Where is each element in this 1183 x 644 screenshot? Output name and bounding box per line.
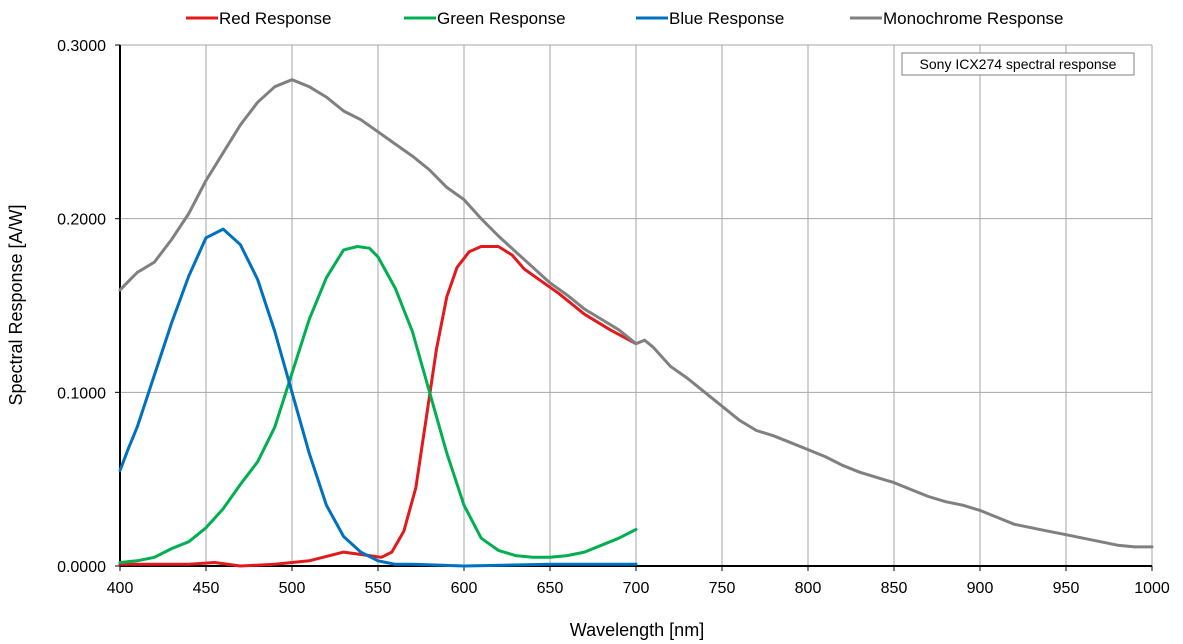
legend-label: Blue Response: [669, 9, 784, 28]
x-tick-label: 1000: [1134, 580, 1170, 597]
red-response-line: [118, 245, 638, 568]
x-tick-label: 950: [1053, 580, 1080, 597]
y-tick-labels: 0.0000 0.1000 0.2000 0.3000: [57, 38, 106, 576]
x-tick-label: 550: [365, 580, 392, 597]
legend-item-red-response: Red Response: [186, 9, 331, 28]
y-tick-label: 0.1000: [57, 385, 106, 402]
green-response-line: [118, 245, 638, 564]
legend-label: Green Response: [437, 9, 566, 28]
x-tick-label: 400: [107, 580, 134, 597]
grid: [120, 44, 1153, 566]
blue-response-line: [118, 227, 638, 568]
legend-item-blue-response: Blue Response: [636, 9, 784, 28]
series-lines: [118, 78, 1154, 568]
x-tick-labels: 400 450 500 550 600 650 700 750 800 850 900 950 1000: [107, 580, 1170, 597]
axes: [115, 44, 1153, 571]
annotation-text: Sony ICX274 spectral response: [920, 56, 1117, 72]
y-tick-label: 0.2000: [57, 212, 106, 229]
legend: Red Response Green Response Blue Response M…: [186, 9, 1063, 28]
legend-item-green-response: Green Response: [404, 9, 566, 28]
legend-item-monochrome-response: Monochrome Response: [850, 9, 1063, 28]
x-tick-label: 500: [279, 580, 306, 597]
x-tick-label: 650: [537, 580, 564, 597]
x-tick-label: 450: [193, 580, 220, 597]
x-tick-label: 700: [623, 580, 650, 597]
x-tick-label: 800: [795, 580, 822, 597]
annotation-frame: [901, 52, 1135, 76]
y-axis-title: Spectral Response [A/W]: [6, 204, 26, 405]
x-tick-label: 600: [451, 580, 478, 597]
x-tick-label: 900: [967, 580, 994, 597]
x-axis-title: Wavelength [nm]: [570, 620, 704, 640]
monochrome-response-line: [118, 78, 1154, 549]
legend-label: Red Response: [219, 9, 331, 28]
legend-label: Monochrome Response: [883, 9, 1063, 28]
annotation-box: Sony ICX274 spectral response: [901, 52, 1135, 76]
y-tick-label: 0.3000: [57, 38, 106, 55]
x-tick-label: 750: [709, 580, 736, 597]
y-tick-label: 0.0000: [57, 559, 106, 576]
x-tick-label: 850: [881, 580, 908, 597]
